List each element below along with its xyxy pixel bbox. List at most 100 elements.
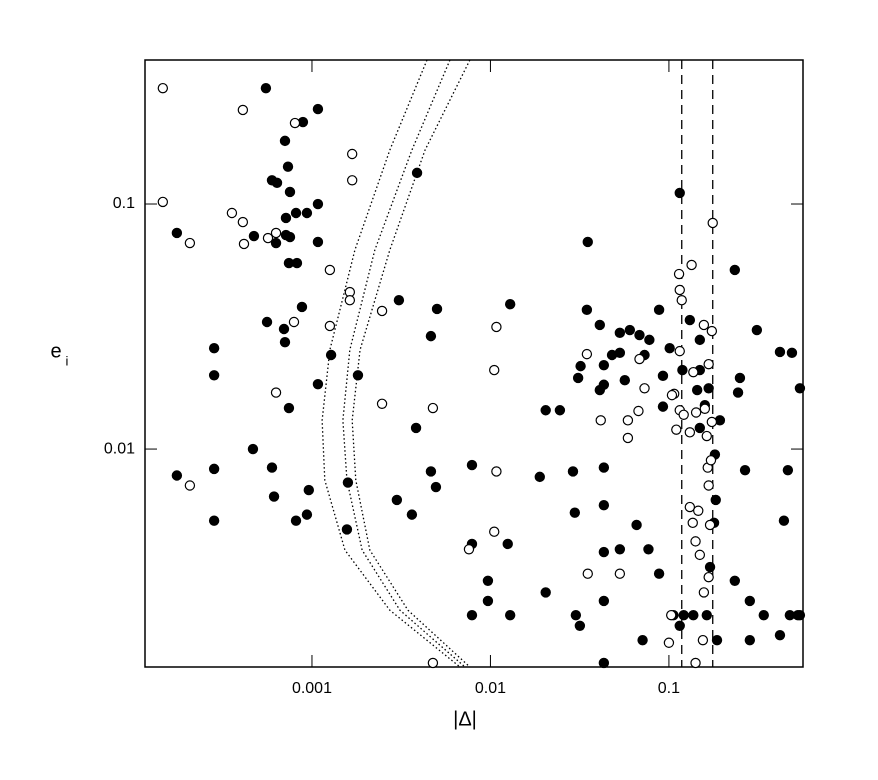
data-point (184, 237, 196, 249)
data-point (698, 319, 710, 331)
data-point (701, 609, 712, 621)
data-point (237, 104, 249, 116)
data-point (312, 198, 324, 210)
data-point (208, 342, 220, 354)
data-point (466, 609, 478, 621)
data-point (466, 459, 478, 471)
data-point (598, 462, 610, 473)
data-point (704, 519, 716, 531)
data-point (671, 424, 682, 435)
data-point (694, 334, 706, 346)
data-point (534, 471, 545, 483)
data-point (706, 325, 718, 337)
data-point (698, 587, 710, 598)
x-tick-label: 0.1 (658, 680, 680, 697)
data-point (208, 463, 220, 475)
data-point (687, 517, 698, 529)
data-point (427, 657, 439, 669)
data-point (491, 321, 502, 333)
data-point (739, 464, 751, 476)
data-point (729, 575, 741, 586)
data-point (491, 466, 502, 477)
data-point (774, 346, 786, 358)
data-point (346, 148, 358, 160)
data-point (674, 187, 685, 199)
data-point (686, 259, 697, 271)
data-point (391, 494, 403, 506)
data-point (290, 515, 302, 526)
data-point (729, 264, 741, 276)
data-point (664, 342, 675, 354)
data-point (614, 347, 626, 359)
data-point (699, 403, 711, 414)
data-point (208, 515, 220, 526)
data-point (504, 609, 516, 621)
data-point (247, 443, 259, 455)
data-point (301, 509, 313, 520)
data-point (688, 609, 699, 621)
data-point (744, 595, 756, 607)
data-point (296, 301, 308, 313)
data-point (301, 207, 313, 219)
data-point (598, 595, 610, 607)
data-point (751, 324, 763, 336)
data-point (283, 402, 295, 414)
data-point (574, 620, 586, 631)
data-point (248, 230, 260, 242)
data-point (657, 370, 669, 382)
data-point (581, 304, 593, 316)
data-point (734, 372, 746, 384)
data-point (688, 366, 699, 378)
data-point (270, 227, 282, 239)
data-point (778, 515, 790, 526)
data-point (312, 236, 324, 248)
data-point (554, 405, 566, 416)
data-point (653, 304, 665, 316)
data-point (673, 268, 685, 280)
data-point (693, 505, 704, 516)
data-point (657, 401, 669, 412)
data-point (262, 232, 274, 244)
data-point (171, 227, 183, 239)
data-point (261, 316, 273, 328)
data-point (582, 236, 593, 248)
data-point (582, 568, 593, 579)
data-point (376, 398, 388, 409)
model-curve (342, 60, 466, 667)
data-point (684, 427, 696, 438)
model-curve (351, 60, 471, 667)
data-point (270, 387, 282, 398)
data-point (711, 634, 723, 646)
data-point (489, 526, 500, 537)
data-point (171, 470, 183, 481)
data-point (633, 405, 644, 417)
data-point (666, 609, 677, 621)
data-point (324, 320, 336, 332)
data-point (690, 657, 701, 669)
data-point (278, 323, 290, 335)
data-point (280, 212, 292, 224)
data-point (619, 374, 631, 386)
data-point (684, 314, 696, 326)
data-point (572, 372, 584, 384)
data-point (639, 383, 650, 394)
data-point (238, 238, 250, 250)
data-point (677, 364, 688, 376)
data-point (575, 360, 586, 372)
data-point (694, 549, 706, 561)
data-point (325, 349, 337, 361)
data-point (352, 370, 364, 381)
data-point (678, 609, 689, 621)
data-point (430, 481, 442, 493)
data-point (427, 402, 439, 414)
y-tick-label: 0.1 (113, 195, 135, 212)
data-point (482, 595, 494, 607)
data-point (411, 167, 423, 179)
data-point (393, 295, 405, 306)
x-axis-label: |Δ| (453, 708, 477, 730)
data-point (489, 364, 500, 376)
data-point (707, 217, 718, 229)
data-point (598, 500, 610, 511)
data-point (637, 634, 648, 646)
